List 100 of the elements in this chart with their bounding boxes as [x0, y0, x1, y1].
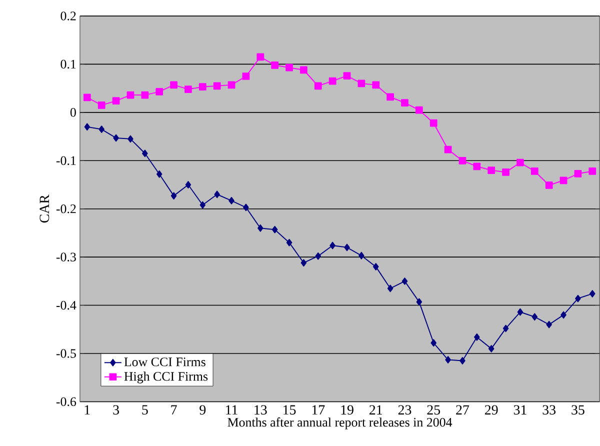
point	[271, 62, 279, 70]
point	[358, 252, 364, 260]
point	[502, 324, 509, 332]
x-tick-label: 31	[514, 405, 526, 415]
x-tick-label: 21	[370, 405, 382, 415]
point	[330, 242, 336, 250]
point	[156, 170, 162, 178]
point	[272, 226, 278, 234]
point	[343, 72, 351, 80]
point	[200, 201, 206, 209]
point	[430, 119, 438, 127]
x-tick-label: 17	[312, 405, 325, 415]
point	[416, 298, 422, 306]
x-tick-label: 23	[398, 405, 412, 415]
y-tick-label: -0.1	[56, 156, 76, 166]
point	[314, 82, 322, 90]
point	[328, 78, 336, 85]
point	[126, 92, 134, 99]
x-tick-label: 13	[254, 405, 267, 415]
point	[588, 168, 596, 176]
point	[386, 93, 394, 101]
point	[488, 166, 496, 174]
x-tick-label: 15	[284, 405, 296, 415]
point	[387, 284, 394, 292]
point	[256, 53, 264, 61]
point	[243, 204, 249, 212]
point	[530, 168, 538, 176]
point	[142, 150, 148, 158]
point	[113, 134, 119, 142]
point	[286, 239, 292, 246]
point	[242, 72, 250, 80]
point	[372, 263, 379, 271]
point	[502, 168, 510, 176]
point	[444, 146, 452, 154]
point	[83, 94, 91, 102]
y-tick-label: -0.2	[56, 204, 76, 214]
point	[214, 190, 220, 198]
point	[516, 159, 524, 166]
point	[257, 224, 264, 232]
point	[170, 192, 177, 200]
point	[460, 357, 466, 365]
x-tick-label: 35	[572, 405, 584, 415]
point	[517, 308, 524, 316]
point	[415, 106, 423, 114]
point	[402, 278, 408, 286]
x-tick-label: 25	[427, 405, 440, 415]
point	[344, 244, 350, 252]
x-axis-title: Months after annual report releases in 2004	[228, 418, 452, 430]
point	[430, 339, 436, 347]
legend-label: Low CCI Firms	[124, 358, 206, 366]
point	[532, 313, 538, 321]
x-tick-label: 33	[542, 405, 556, 415]
point	[170, 81, 178, 89]
point	[213, 82, 221, 90]
point	[300, 66, 308, 74]
x-tick-label: 11	[226, 405, 238, 415]
point	[185, 181, 192, 189]
point	[358, 80, 366, 88]
y-tick-label: 0.1	[60, 60, 76, 69]
y-tick-label: 0.2	[60, 12, 76, 21]
y-axis-title: CAR	[40, 194, 50, 223]
x-tick-label: 19	[341, 405, 354, 415]
point	[560, 311, 566, 319]
point	[372, 81, 380, 89]
point	[198, 83, 206, 91]
point	[473, 162, 481, 170]
point	[300, 259, 307, 267]
point	[156, 88, 164, 96]
point	[574, 170, 582, 178]
point	[228, 81, 236, 89]
y-tick-label: -0.4	[56, 301, 76, 310]
y-tick-label: -0.5	[56, 349, 76, 358]
point	[590, 290, 596, 298]
point	[84, 123, 90, 131]
legend-label: High CCI Firms	[124, 372, 208, 384]
point	[184, 86, 192, 94]
point	[128, 135, 134, 143]
point	[445, 356, 451, 364]
y-tick-label: -0.3	[56, 252, 76, 262]
x-tick-label: 5	[142, 405, 148, 415]
x-tick-label: 7	[171, 405, 177, 415]
point	[546, 321, 552, 328]
point	[474, 334, 480, 341]
point	[575, 295, 581, 302]
point	[98, 126, 104, 134]
point	[98, 102, 106, 110]
point	[141, 92, 149, 99]
x-tick-label: 9	[200, 405, 206, 415]
x-tick-label: 1	[84, 405, 90, 415]
point	[401, 99, 408, 107]
point	[560, 176, 568, 184]
point	[545, 182, 553, 190]
x-tick-label: 27	[456, 405, 470, 415]
x-tick-label: 3	[113, 405, 119, 415]
point	[228, 197, 234, 204]
point	[315, 252, 322, 260]
point	[488, 345, 494, 353]
point	[458, 157, 466, 164]
point	[286, 64, 293, 72]
y-tick-label: -0.6	[56, 397, 76, 406]
